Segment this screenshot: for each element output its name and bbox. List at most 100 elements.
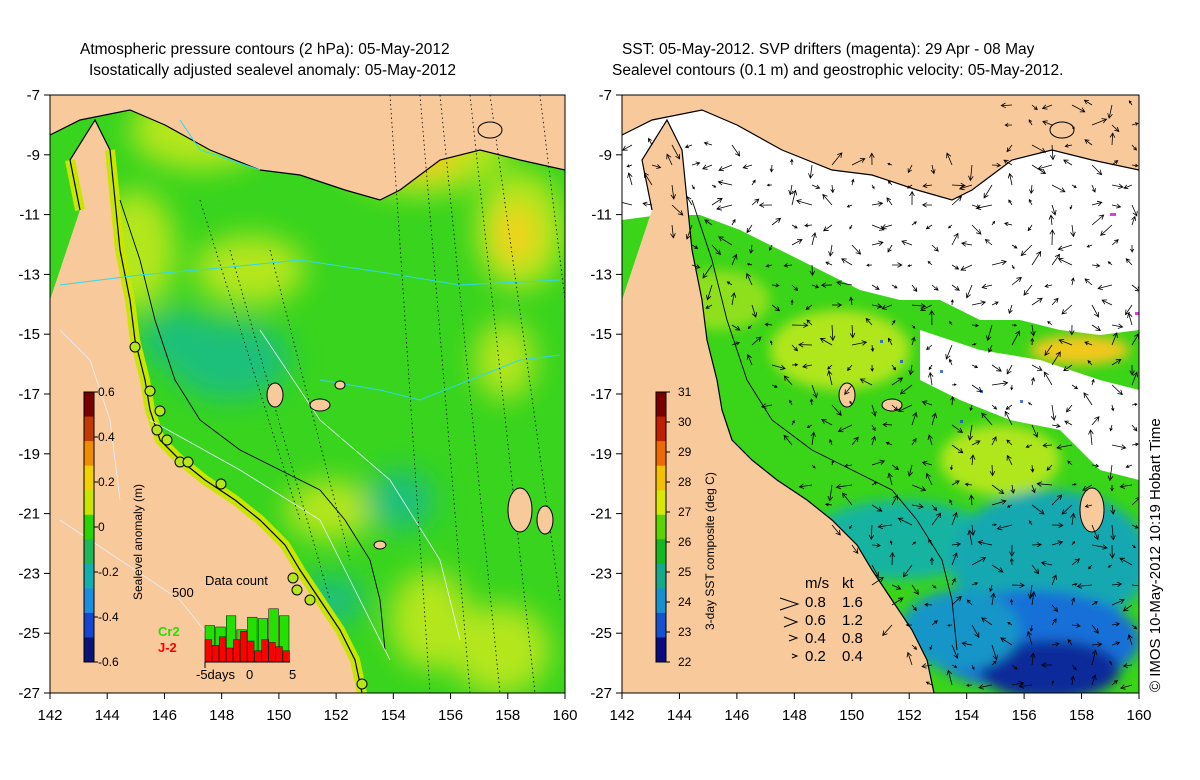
velocity-arrow [1051,680,1054,686]
velocity-arrow [1050,404,1057,422]
velocity-arrow [1069,204,1073,210]
velocity-arrow [1042,120,1053,126]
velocity-arrow [1097,284,1113,291]
j2-bar [211,645,219,663]
velocity-arrow [891,320,896,326]
velocity-arrow [911,438,917,446]
velocity-arrow [951,664,958,668]
velocity-arrow [819,337,833,346]
velocity-arrow [931,504,938,512]
velocity-arrow [866,263,873,267]
velocity-arrow [871,184,875,190]
velocity-arrow [1061,304,1073,315]
velocity-arrow [989,464,996,477]
velocity-arrow [971,343,977,346]
velocity-arrow [871,303,883,309]
velocity-arrow [871,543,881,548]
velocity-arrow [827,364,833,370]
velocity-arrow [1011,664,1018,670]
velocity-arrow [742,164,753,170]
velocity-arrow [922,183,933,189]
j2-bar [240,631,248,663]
velocity-arrow [921,202,933,208]
velocity-arrow [1040,560,1053,567]
velocity-arrow [1031,250,1042,266]
right-axis-ticks: -7 -9 -11 -13 -15 -17 -19 -21 -23 -25 -27 142 144 146… [590,87,1151,724]
right-ytick-label: -13 [590,266,612,283]
velocity-arrow [1051,494,1063,506]
velocity-arrows [622,99,1139,690]
velocity-arrow [901,240,913,246]
right-xtick-label: 156 [1012,707,1037,724]
velocity-arrow [1091,524,1099,541]
velocity-arrow [911,503,924,509]
velocity-arrow [1058,339,1073,346]
colorbar-swatch [656,612,666,638]
velocity-arrow [881,224,893,230]
velocity-arrow [1131,215,1137,226]
velocity-arrow [824,502,833,507]
velocity-arrow [1004,410,1013,426]
velocity-arrow [891,494,898,506]
velocity-arrow [951,444,964,454]
velocity-arrow [911,484,927,492]
velocity-arrow [835,483,853,490]
right-land-australia [622,120,934,693]
left-xtick-label: 146 [152,707,177,724]
velocity-arrow [887,244,893,253]
velocity-arrow [831,404,842,416]
velocity-arrow [691,264,701,269]
velocity-arrow [991,380,1009,387]
colorbar-swatch [656,392,666,418]
velocity-arrow [1048,214,1055,226]
velocity-arrow [771,304,781,312]
velocity-arrow [622,144,633,151]
velocity-arrow [704,219,713,226]
velocity-arrow [887,472,893,486]
velocity-arrow [832,302,843,308]
velocity-arrow [971,300,987,306]
velocity-arrow [869,152,875,166]
colorbar-swatch [656,490,666,516]
velocity-arrow [1109,424,1113,432]
velocity-arrow [969,404,973,412]
velocity-arrow [811,284,820,289]
colorbar-tick-label: 23 [678,625,692,639]
velocity-arrow [1000,637,1013,646]
colorbar-tick-label: -0.2 [98,565,119,579]
velocity-arrow [758,202,773,208]
velocity-arrow [822,193,833,206]
velocity-arrow [1009,544,1015,557]
velocity-arrow [871,224,885,231]
right-ytick-label: -11 [591,207,612,224]
velocity-arrow [666,153,673,166]
velocity-arrow [851,244,862,255]
velocity-arrow [1037,164,1053,171]
velocity-arrow [844,384,853,396]
right-title-line2: Sealevel contours (0.1 m) and geostrophi… [612,62,1064,79]
velocity-arrow [1063,159,1073,166]
velocity-arrow [871,404,877,417]
velocity-arrow [897,517,913,526]
velocity-arrow [851,178,855,186]
velocity-arrow [951,552,958,566]
velocity-arrow [1011,582,1025,589]
velocity-arrow [1070,675,1076,686]
velocity-arrow [1049,229,1056,246]
velocity-arrow [907,164,913,174]
right-ytick-label: -17 [590,386,612,403]
velocity-arrow [849,524,853,530]
colorbar-swatch [84,441,94,467]
velocity-arrow [892,262,903,268]
velocity-arrow [951,577,956,586]
velocity-arrow [746,272,753,286]
velocity-arrow [1051,423,1061,428]
velocity-arrow [1051,574,1057,586]
velocity-arrow [670,224,676,239]
colorbar-swatch [84,514,94,540]
velocity-arrow [716,204,733,211]
velocity-arrow [906,651,913,666]
velocity-arrow [991,499,1007,506]
velocity-arrow [1131,442,1139,447]
velocity-arrow [931,412,937,426]
